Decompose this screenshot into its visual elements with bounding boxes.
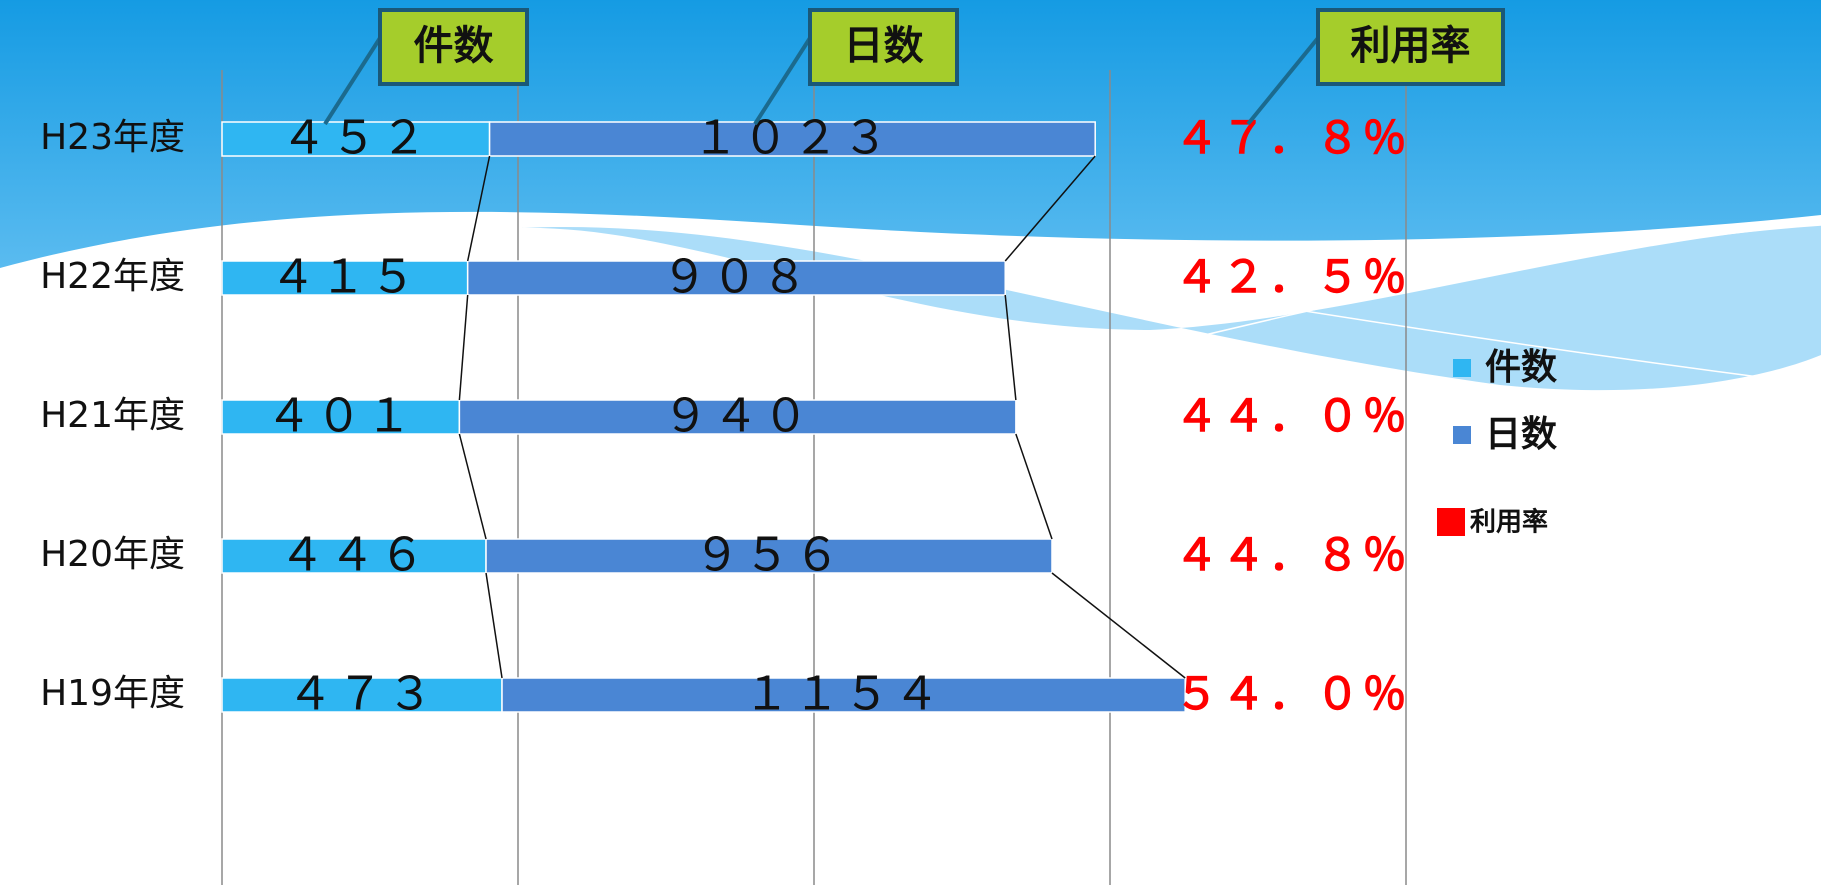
callout-box bbox=[1316, 8, 1505, 86]
data-label: ９５６ bbox=[694, 528, 844, 582]
data-label: ４７３ bbox=[287, 667, 437, 721]
y-tick-label: H20年度 bbox=[40, 534, 185, 575]
background-curve bbox=[1099, 224, 1821, 361]
callout-label: 日数 bbox=[844, 23, 924, 69]
series-connector bbox=[458, 294, 469, 401]
series-connector bbox=[485, 572, 503, 679]
legend-label: 利用率 bbox=[1470, 507, 1548, 538]
plot-area: H23年度 ４５２ １０２３ ４７．８％ H22年度 ４１５ ９０８ ４２．５％ H21年度 ４０… bbox=[40, 70, 1557, 885]
bar bbox=[221, 538, 487, 574]
rate-label: ４２．５％ bbox=[1175, 252, 1410, 303]
bar bbox=[488, 121, 1096, 157]
bar bbox=[501, 677, 1186, 713]
callout-label: 件数 bbox=[414, 23, 494, 69]
data-label: ９０８ bbox=[661, 250, 811, 304]
bar bbox=[221, 677, 503, 713]
legend-swatch bbox=[1437, 508, 1465, 536]
data-label: ４０１ bbox=[266, 389, 416, 443]
bar bbox=[221, 260, 469, 296]
y-tick-label: H19年度 bbox=[40, 673, 185, 714]
series-connector bbox=[1015, 433, 1053, 540]
background-curve bbox=[559, 224, 1821, 386]
y-tick-label: H22年度 bbox=[40, 256, 185, 297]
callout-box bbox=[378, 8, 529, 86]
rate-label: ４４．８％ bbox=[1175, 530, 1410, 581]
data-label: １０２３ bbox=[692, 111, 892, 165]
data-label: １１５４ bbox=[744, 667, 944, 721]
callout-box bbox=[808, 8, 959, 86]
series-connector bbox=[1004, 155, 1096, 262]
series-connector bbox=[1004, 294, 1017, 401]
callout-pointer bbox=[323, 36, 382, 126]
rate-label: ５４．０％ bbox=[1175, 669, 1410, 720]
bar bbox=[221, 121, 491, 157]
y-tick-label: H21年度 bbox=[40, 395, 185, 436]
data-label: ４５２ bbox=[281, 111, 431, 165]
series-connector bbox=[466, 155, 491, 262]
data-label: ９４０ bbox=[663, 389, 813, 443]
bar bbox=[466, 260, 1006, 296]
rate-label: ４４．０％ bbox=[1175, 391, 1410, 442]
callout-label: 利用率 bbox=[1351, 23, 1471, 69]
data-label: ４１５ bbox=[270, 250, 420, 304]
series-connector bbox=[1051, 572, 1186, 679]
legend-swatch bbox=[1453, 426, 1471, 444]
bar bbox=[458, 399, 1017, 435]
legend-label: 件数 bbox=[1485, 347, 1557, 388]
bar bbox=[485, 538, 1053, 574]
y-tick-label: H23年度 bbox=[40, 117, 185, 158]
series-connector bbox=[458, 433, 487, 540]
callout-pointer bbox=[1246, 36, 1320, 126]
rate-label: ４７．８％ bbox=[1175, 113, 1410, 164]
data-label: ４４６ bbox=[279, 528, 429, 582]
legend-swatch bbox=[1453, 359, 1471, 377]
callout-pointer bbox=[753, 36, 812, 126]
legend-label: 日数 bbox=[1485, 414, 1557, 455]
